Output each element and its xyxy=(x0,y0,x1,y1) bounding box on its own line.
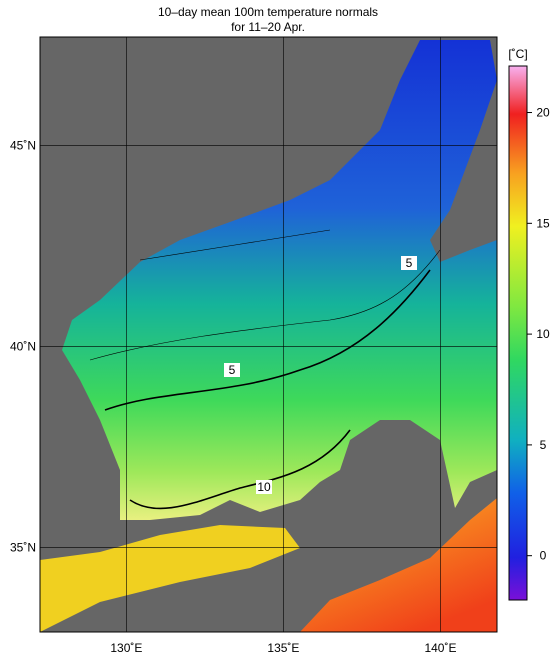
lat-tick-label: 45˚N xyxy=(10,139,36,153)
lon-tick-label: 140˚E xyxy=(424,641,456,655)
contour-label-box xyxy=(401,256,417,270)
lat-tick-label: 40˚N xyxy=(10,340,36,354)
contour xyxy=(139,229,331,261)
colorbar-unit: [˚C] xyxy=(508,47,527,61)
sea-pacific xyxy=(300,498,497,632)
colorbar-tick-label: 15 xyxy=(536,216,550,230)
colorbar-tick-label: 10 xyxy=(536,327,550,341)
lon-tick-label: 135˚E xyxy=(267,641,299,655)
contour-label: 5 xyxy=(406,256,413,270)
colorbar-tick-label: 5 xyxy=(540,438,547,452)
map-frame xyxy=(39,36,498,633)
lat-tick-label: 35˚N xyxy=(10,541,36,555)
sea-south xyxy=(40,525,300,632)
contour-label: 10 xyxy=(257,480,271,494)
contour xyxy=(129,429,351,510)
map-title: 10–day mean 100m temperature normals xyxy=(158,5,378,19)
contour xyxy=(104,269,431,411)
lon-tick-label: 130˚E xyxy=(110,641,142,655)
map-body xyxy=(40,37,497,632)
colorbar xyxy=(508,65,528,601)
contour-label-box xyxy=(256,480,272,494)
contour-label-box xyxy=(224,363,240,377)
map-subtitle: for 11–20 Apr. xyxy=(231,20,305,34)
colorbar-tick-label: 20 xyxy=(536,106,550,120)
colorbar-tick-label: 0 xyxy=(540,549,547,563)
contour xyxy=(89,249,441,361)
contour-label: 5 xyxy=(229,363,236,377)
sea-of-japan xyxy=(62,40,497,520)
